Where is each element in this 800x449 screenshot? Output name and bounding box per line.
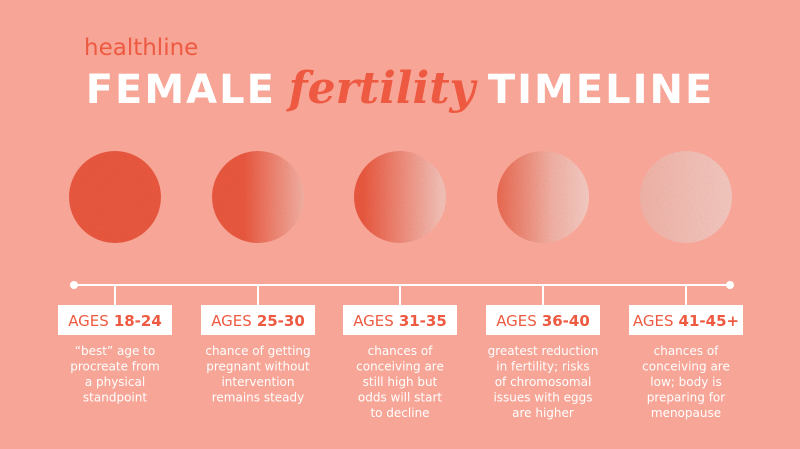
- age-prefix: AGES: [68, 312, 109, 330]
- stage-description: chance of getting: [205, 344, 310, 358]
- age-prefix: AGES: [211, 312, 252, 330]
- stage-description: standpoint: [83, 391, 147, 405]
- age-range: 36-40: [542, 312, 590, 330]
- age-label: AGES 18-24: [68, 312, 162, 330]
- stage-description: pregnant without: [206, 360, 310, 374]
- age-range: 18-24: [114, 312, 162, 330]
- age-box: [343, 305, 457, 335]
- age-box: [486, 305, 600, 335]
- stage-description: still high but: [363, 375, 438, 389]
- age-range: 41-45+: [679, 312, 740, 330]
- stage-description: conceiving are: [642, 360, 730, 374]
- age-prefix: AGES: [353, 312, 394, 330]
- brand-logo: healthline: [84, 35, 198, 61]
- age-range: 25-30: [257, 312, 305, 330]
- age-range: 31-35: [399, 312, 447, 330]
- stage-description: menopause: [651, 406, 721, 420]
- title: FEMALE fertility TIMELINE: [86, 63, 715, 114]
- age-box: [201, 305, 315, 335]
- stage-description: preparing for: [647, 391, 726, 405]
- stage-description: low; body is: [650, 375, 721, 389]
- stage-description: to decline: [370, 406, 429, 420]
- age-label: AGES 31-35: [353, 312, 447, 330]
- timeline-end: [726, 281, 734, 289]
- stage-description: conceiving are: [356, 360, 444, 374]
- age-label: AGES 36-40: [496, 312, 590, 330]
- fertility-circle: [354, 151, 446, 243]
- fertility-circle: [640, 151, 732, 243]
- title-part: FEMALE: [86, 67, 276, 113]
- stage-description: greatest reduction: [488, 344, 599, 358]
- stage-description: of chromosomal: [495, 375, 592, 389]
- age-label: AGES 41-45+: [633, 312, 739, 330]
- timeline-end: [70, 281, 78, 289]
- stage-description: in fertility; risks: [496, 360, 589, 374]
- stage-description: odds will start: [358, 391, 443, 405]
- stage-description: chances of: [368, 344, 434, 358]
- age-prefix: AGES: [633, 312, 674, 330]
- stage-description: chances of: [654, 344, 720, 358]
- fertility-circle: [69, 151, 161, 243]
- stage-description: are higher: [512, 406, 574, 420]
- age-box: [629, 305, 743, 335]
- stage-description: remains steady: [212, 391, 305, 405]
- stage-description: intervention: [221, 375, 294, 389]
- stage-description: procreate from: [70, 360, 159, 374]
- title-part: TIMELINE: [488, 67, 714, 113]
- fertility-circle: [497, 151, 589, 243]
- age-prefix: AGES: [496, 312, 537, 330]
- age-box: [58, 305, 172, 335]
- fertility-circle: [212, 151, 304, 243]
- stage: AGES 36-40 greatest reduction in fertility;…: [486, 151, 600, 420]
- stage-description: “best” age to: [75, 344, 155, 358]
- stage: AGES 25-30 chance of getting pregnant witho…: [201, 151, 315, 405]
- title-part: fertility: [286, 63, 479, 114]
- stage-description: issues with eggs: [493, 391, 592, 405]
- stage-description: a physical: [85, 375, 145, 389]
- age-label: AGES 25-30: [211, 312, 305, 330]
